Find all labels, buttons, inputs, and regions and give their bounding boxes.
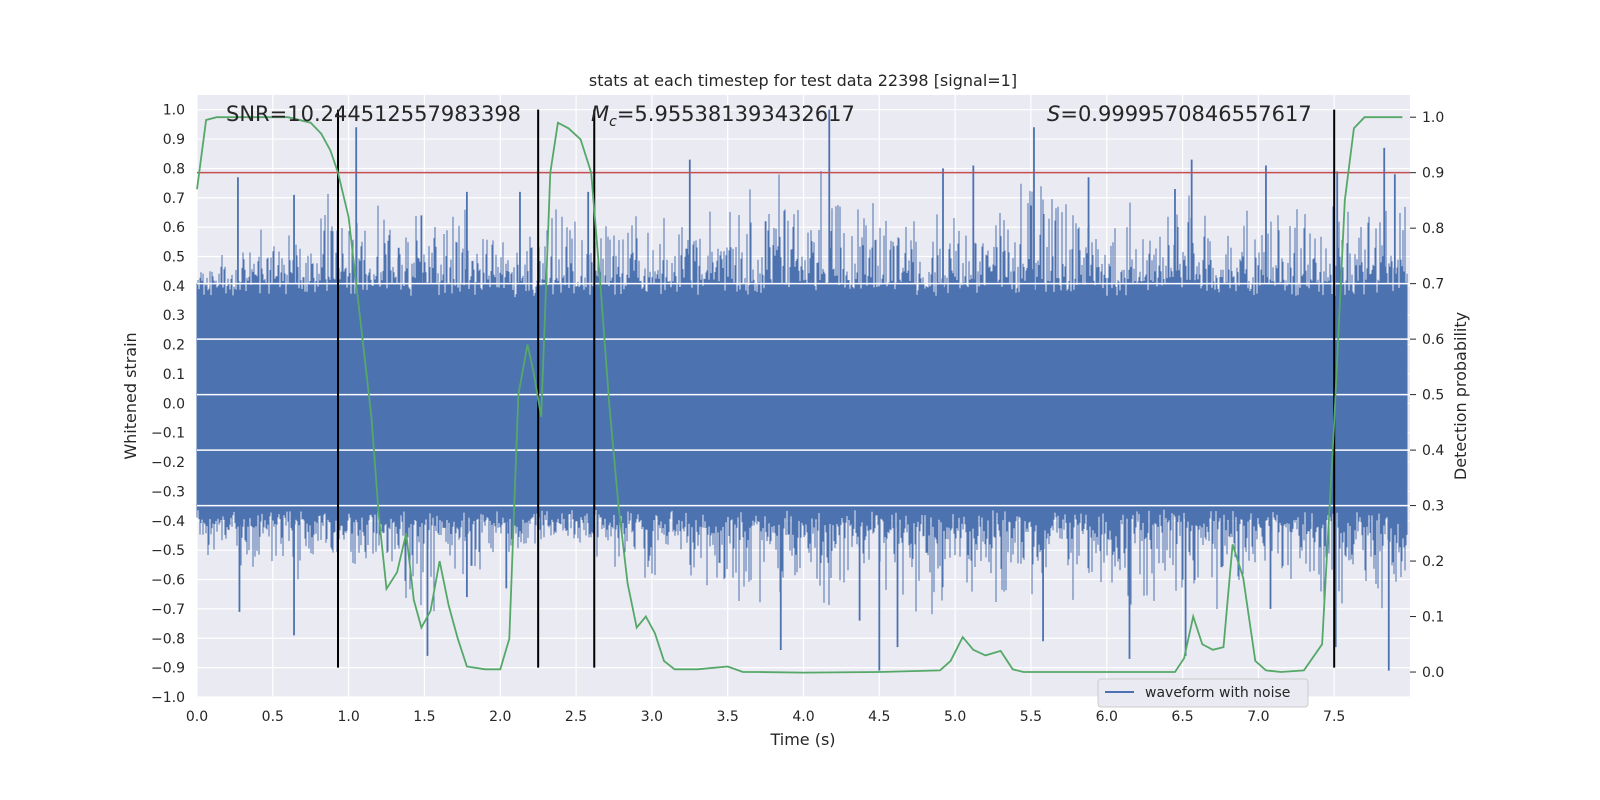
y-tick-label: 0.1	[163, 367, 185, 383]
y-tick-label: 0.2	[163, 338, 185, 354]
y-tick-label: 0.5	[163, 250, 185, 266]
y2-tick-label: 0.6	[1422, 332, 1444, 348]
chirp-mass-symbol: M	[591, 102, 609, 126]
legend-entry-waveform: waveform with noise	[1145, 685, 1290, 701]
y-axis-label: Whitened strain	[121, 332, 140, 459]
x-tick-label: 2.5	[565, 709, 587, 725]
y2-tick-label: 0.9	[1422, 166, 1444, 182]
y-tick-label: −0.8	[151, 631, 185, 647]
x-tick-label: 2.0	[489, 709, 511, 725]
x-tick-label: 0.0	[186, 709, 208, 725]
x-tick-label: 7.5	[1323, 709, 1345, 725]
score-value: =0.9999570846557617	[1060, 102, 1311, 126]
y2-axis-ticks: 1.0 0.9 0.8 0.7 0.6 0.5 0.4 0.3 0.2 0.1 0.0	[1410, 110, 1444, 681]
x-axis-ticks: 0.0 0.5 1.0 1.5 2.0 2.5 3.0 3.5 4.0 4.5 5.0 5.5 6.0 6…	[186, 709, 1345, 725]
y-tick-label: −0.6	[151, 573, 185, 589]
waveform-core-band	[197, 315, 1407, 492]
x-axis-label: Time (s)	[769, 730, 835, 749]
y-tick-label: 0.9	[163, 132, 185, 148]
x-tick-label: 3.0	[641, 709, 663, 725]
x-tick-label: 6.5	[1171, 709, 1193, 725]
y2-tick-label: 1.0	[1422, 110, 1444, 126]
y-tick-label: 0.6	[163, 220, 185, 236]
y2-tick-label: 0.7	[1422, 277, 1444, 293]
legend-box	[1097, 678, 1309, 708]
y-tick-label: 0.4	[163, 279, 185, 295]
y2-tick-label: 0.8	[1422, 221, 1444, 237]
y-tick-label: −1.0	[151, 690, 185, 706]
y-axis-ticks: 1.0 0.9 0.8 0.7 0.6 0.5 0.4 0.3 0.2 0.1 0.0 −0.1 −0.…	[151, 103, 185, 706]
y2-tick-label: 0.3	[1422, 499, 1444, 515]
chirp-mass-subscript: c	[609, 114, 617, 130]
y-tick-label: −0.3	[151, 484, 185, 500]
y-tick-label: 1.0	[163, 103, 185, 119]
x-tick-label: 4.5	[868, 709, 890, 725]
score-annotation: S=0.9999570846557617	[1047, 102, 1312, 126]
x-tick-label: 1.5	[413, 709, 435, 725]
x-tick-label: 0.5	[262, 709, 284, 725]
x-tick-label: 5.0	[944, 709, 966, 725]
probability-line	[196, 116, 1403, 674]
x-tick-label: 6.0	[1096, 709, 1118, 725]
event-markers	[337, 109, 1336, 668]
legend: waveform with noise	[1097, 678, 1309, 708]
chirp-mass-annotation: Mc=5.955381393432617	[591, 102, 855, 130]
y-tick-label: −0.9	[151, 661, 185, 677]
x-tick-label: 1.0	[337, 709, 359, 725]
y2-tick-label: 0.1	[1422, 610, 1444, 626]
y2-tick-label: 0.2	[1422, 554, 1444, 570]
y2-axis-label: Detection probability	[1451, 312, 1470, 480]
x-tick-label: 7.0	[1247, 709, 1269, 725]
y-tick-label: 0.8	[163, 161, 185, 177]
y-tick-label: −0.2	[151, 455, 185, 471]
y-tick-label: −0.7	[151, 602, 185, 618]
y-tick-label: −0.4	[151, 514, 185, 530]
y-tick-label: −0.5	[151, 543, 185, 559]
y-tick-label: −0.1	[151, 426, 185, 442]
chirp-mass-value: =5.955381393432617	[617, 102, 855, 126]
probability-series	[196, 116, 1403, 674]
y2-tick-label: 0.0	[1422, 665, 1444, 681]
snr-annotation: SNR=10.244512557983398	[226, 102, 521, 126]
score-symbol: S	[1047, 102, 1060, 126]
y2-tick-label: 0.5	[1422, 388, 1444, 404]
y-tick-label: 0.3	[163, 308, 185, 324]
x-tick-label: 5.5	[1020, 709, 1042, 725]
x-tick-label: 4.0	[792, 709, 814, 725]
x-tick-label: 3.5	[717, 709, 739, 725]
y-tick-label: 0.0	[163, 396, 185, 412]
y2-tick-label: 0.4	[1422, 443, 1444, 459]
waveform-series	[196, 109, 1410, 671]
chart-title: stats at each timestep for test data 223…	[589, 71, 1017, 90]
y-tick-label: 0.7	[163, 191, 185, 207]
